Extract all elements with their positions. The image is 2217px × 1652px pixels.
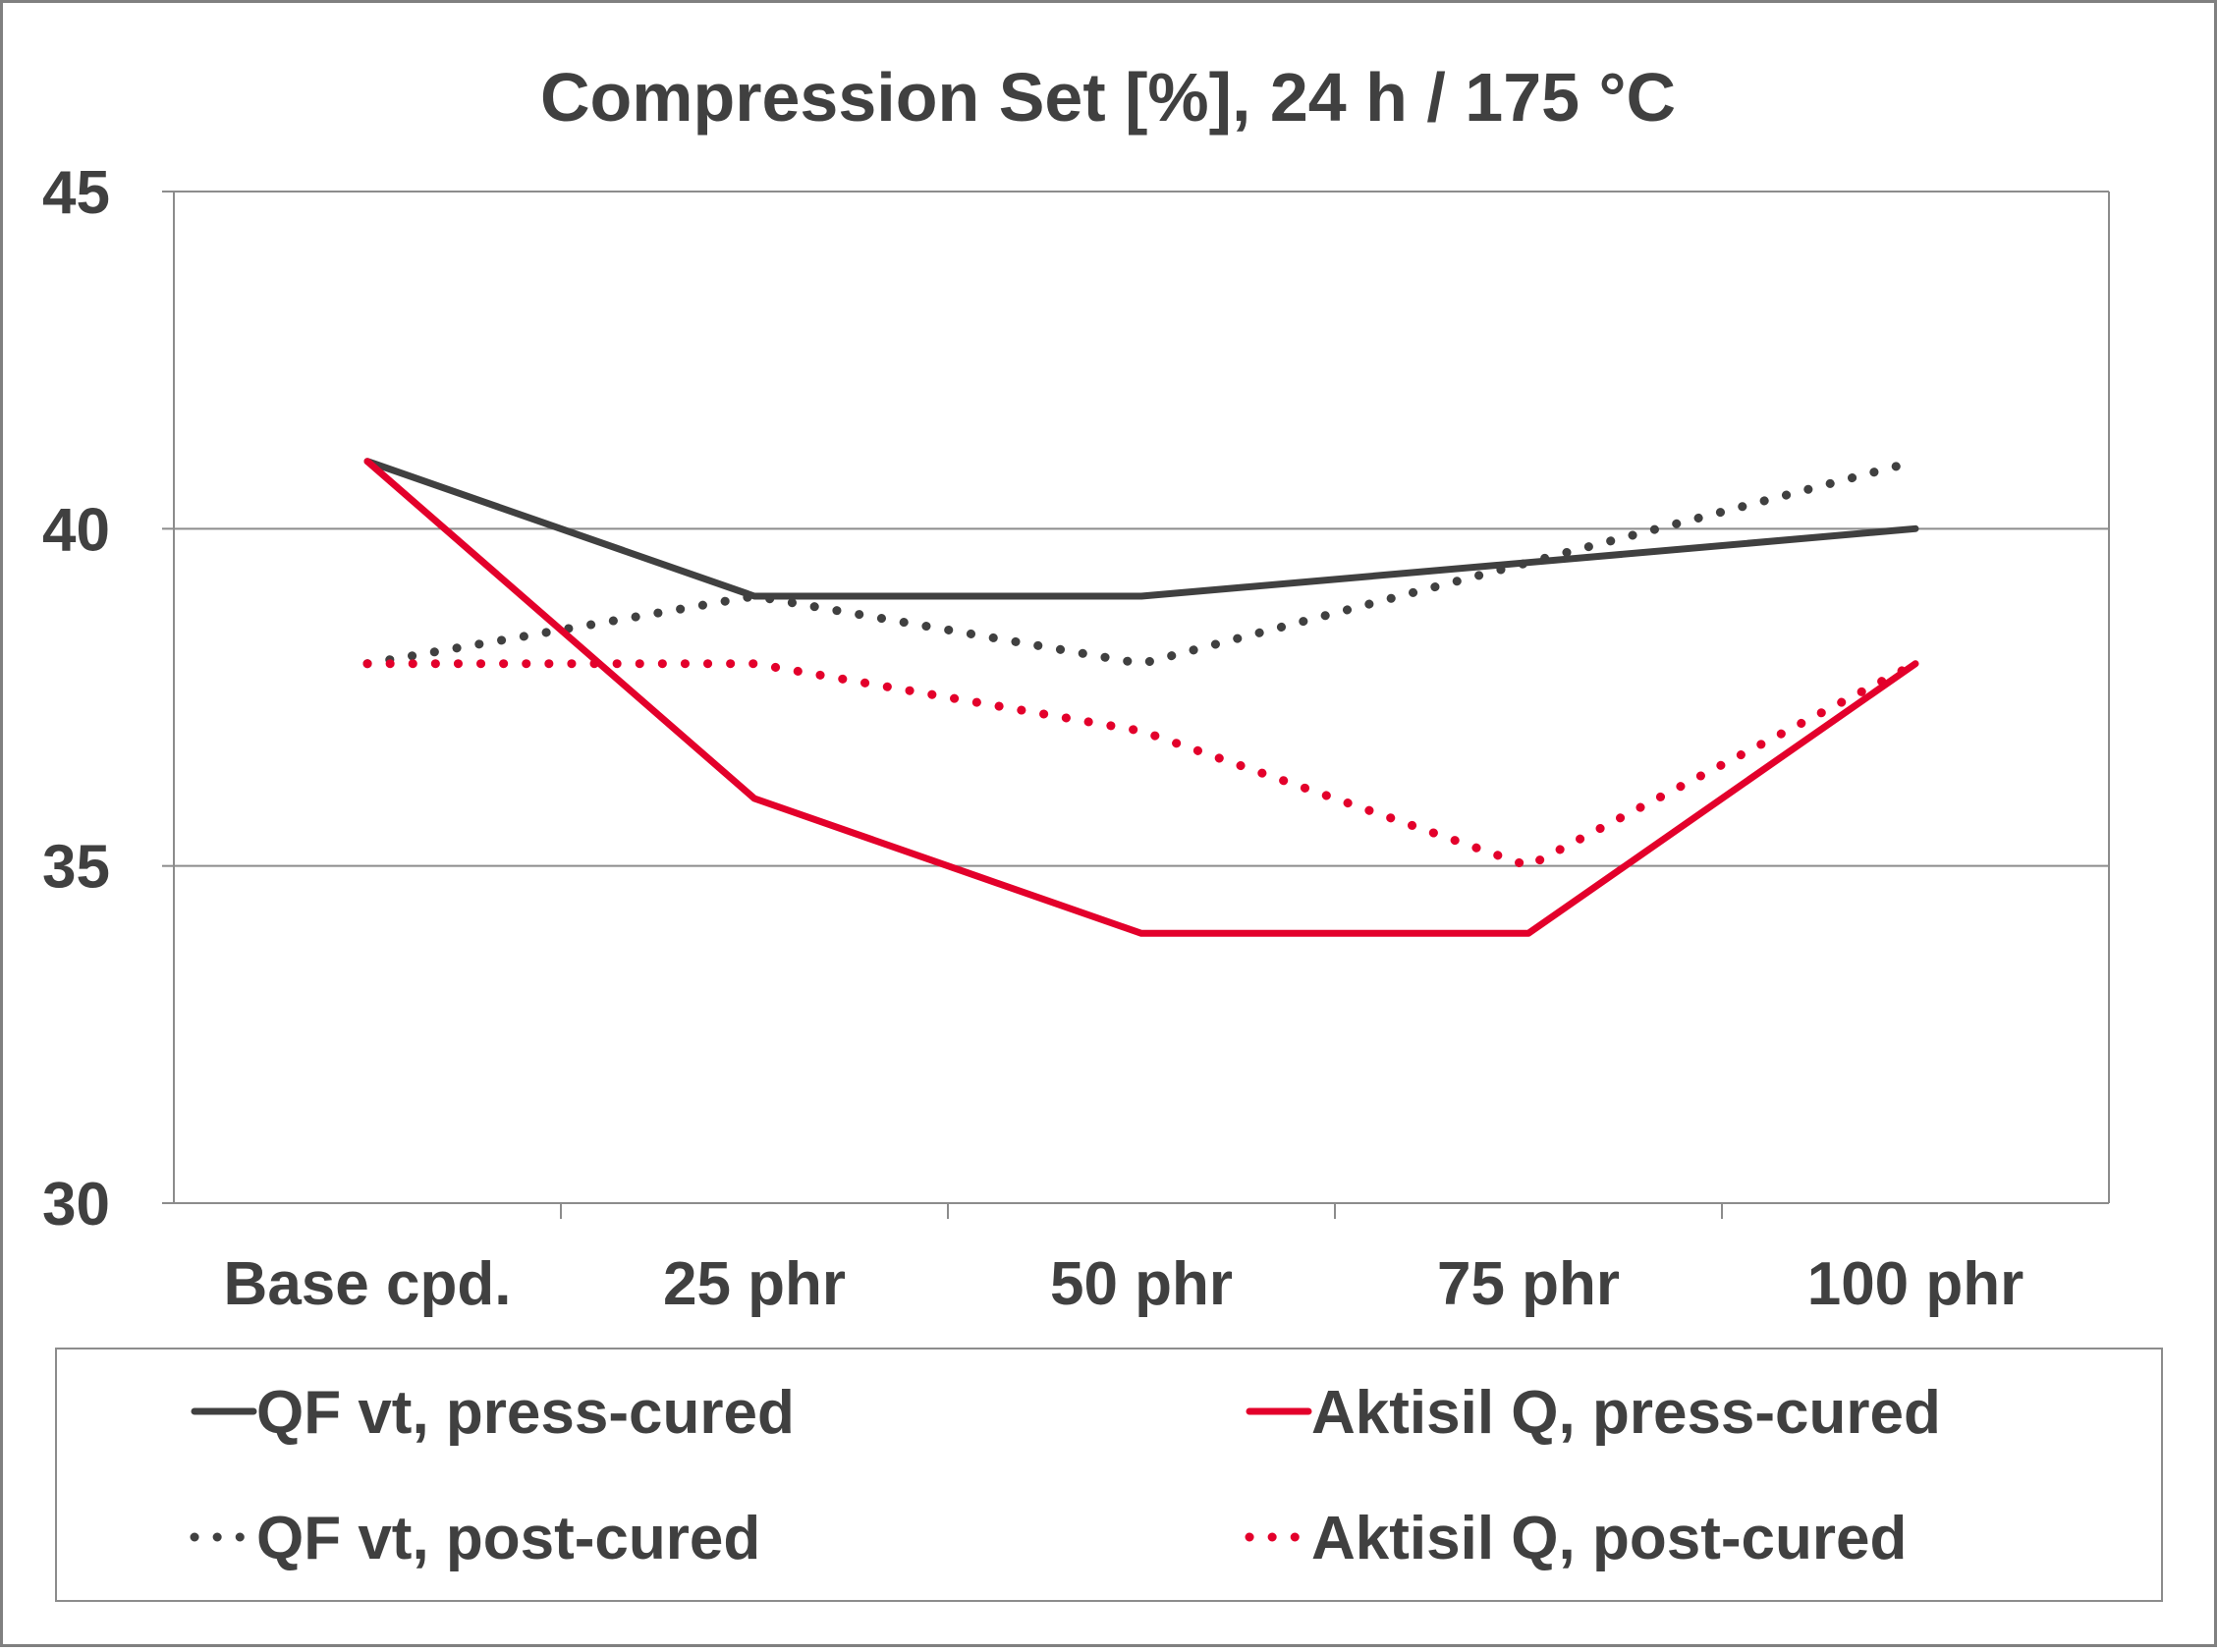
gridlines: [174, 191, 2109, 867]
legend-label: Aktisil Q, press-cured: [1311, 1379, 1941, 1447]
series-line-qf-vt-post-cured: [362, 457, 1920, 669]
x-tick-label: 75 phr: [1437, 1250, 1620, 1318]
chart-title: Compression Set [%], 24 h / 175 °C: [540, 59, 1676, 136]
y-tick-label: 45: [42, 159, 110, 227]
legend-label: QF vt, press-cured: [256, 1379, 795, 1447]
x-tick-label: 25 phr: [663, 1250, 846, 1318]
series-line-aktisil-q-press-cured: [363, 458, 1919, 937]
legend-item-aktisil-q-press-cured: Aktisil Q, press-cured: [1246, 1379, 1941, 1447]
legend-label: QF vt, post-cured: [256, 1505, 760, 1572]
x-tick-label: 50 phr: [1050, 1250, 1233, 1318]
x-tick-label: Base cpd.: [224, 1250, 512, 1318]
legend-item-qf-vt-press-cured: QF vt, press-cured: [191, 1379, 795, 1447]
x-tick-label: 100 phr: [1807, 1250, 2024, 1318]
series-line-aktisil-q-post-cured: [362, 659, 1920, 871]
legend: QF vt, press-cured QF vt, post-cured Aktis…: [55, 1348, 2163, 1602]
y-tick-label: 35: [42, 834, 110, 902]
series-line-qf-vt-press-cured: [363, 458, 1919, 600]
series-lines: [362, 457, 1920, 937]
y-tick-label: 40: [42, 496, 110, 564]
legend-label: Aktisil Q, post-cured: [1311, 1505, 1907, 1572]
legend-box: [55, 1348, 2163, 1602]
axes: 30 35 40 45 Base cpd. 25 phr 50 phr 75 phr 100 p…: [42, 159, 2110, 1318]
legend-item-qf-vt-post-cured: QF vt, post-cured: [190, 1505, 760, 1572]
legend-item-aktisil-q-post-cured: Aktisil Q, post-cured: [1245, 1505, 1907, 1572]
y-tick-label: 30: [42, 1171, 110, 1239]
